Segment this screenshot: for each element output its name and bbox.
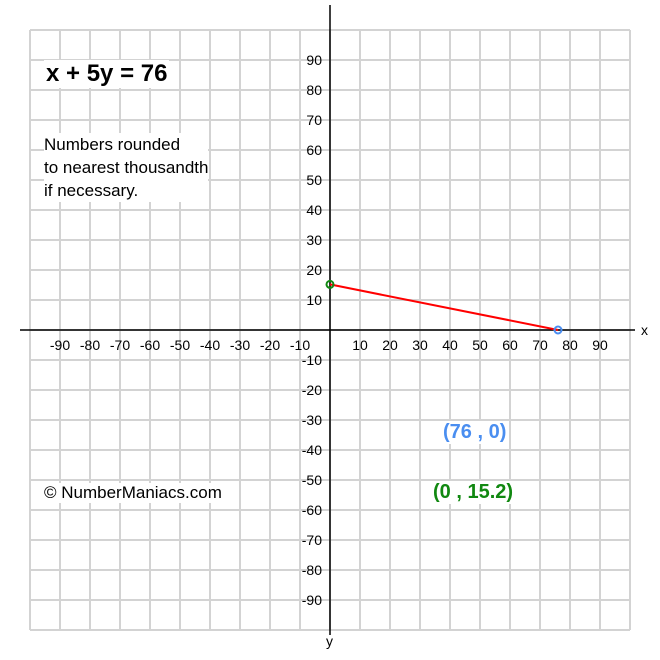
point-label-y-intercept: (0 , 15.2) — [433, 481, 514, 504]
y-tick-label: -80 — [302, 562, 322, 578]
x-tick-label: -80 — [80, 337, 100, 353]
y-tick-label: -60 — [302, 502, 322, 518]
x-tick-label: -10 — [290, 337, 310, 353]
y-tick-label: -90 — [302, 592, 322, 608]
y-tick-label: -10 — [302, 352, 322, 368]
x-tick-label: 50 — [472, 337, 488, 353]
y-tick-label: 70 — [306, 112, 322, 128]
y-tick-label: 40 — [306, 202, 322, 218]
y-tick-label: 20 — [306, 262, 322, 278]
x-tick-label: -90 — [50, 337, 70, 353]
y-tick-label: -20 — [302, 382, 322, 398]
y-tick-label: 90 — [306, 52, 322, 68]
note-line: to nearest thousandth — [44, 158, 209, 177]
y-tick-label: 80 — [306, 82, 322, 98]
chart-title: x + 5y = 76 — [44, 60, 170, 88]
y-tick-label: 60 — [306, 142, 322, 158]
x-tick-label: 30 — [412, 337, 428, 353]
x-tick-label: 60 — [502, 337, 518, 353]
y-axis-label: y — [326, 633, 333, 649]
x-tick-label: -20 — [260, 337, 280, 353]
point-label-x-intercept: (76 , 0) — [443, 421, 507, 444]
x-axis-label: x — [641, 322, 648, 338]
y-tick-label: -30 — [302, 412, 322, 428]
intercept-point — [325, 279, 335, 289]
y-tick-label: 10 — [306, 292, 322, 308]
x-tick-label: 70 — [532, 337, 548, 353]
x-tick-label: -30 — [230, 337, 250, 353]
y-tick-label: -50 — [302, 472, 322, 488]
note-line: if necessary. — [44, 181, 139, 200]
x-tick-label: 90 — [592, 337, 608, 353]
rounding-note: Numbers rounded to nearest thousandth if… — [44, 133, 209, 202]
x-tick-label: -70 — [110, 337, 130, 353]
y-tick-label: 30 — [306, 232, 322, 248]
y-tick-label: -40 — [302, 442, 322, 458]
x-tick-label: 10 — [352, 337, 368, 353]
x-tick-label: -50 — [170, 337, 190, 353]
x-tick-label: -60 — [140, 337, 160, 353]
intercept-point — [553, 325, 563, 335]
credit: © NumberManiacs.com — [44, 483, 222, 503]
x-tick-label: 20 — [382, 337, 398, 353]
y-tick-label: 50 — [306, 172, 322, 188]
x-tick-label: 80 — [562, 337, 578, 353]
x-tick-label: -40 — [200, 337, 220, 353]
note-line: Numbers rounded — [44, 135, 181, 154]
x-tick-label: 40 — [442, 337, 458, 353]
y-tick-label: -70 — [302, 532, 322, 548]
equation-line — [329, 283, 559, 331]
